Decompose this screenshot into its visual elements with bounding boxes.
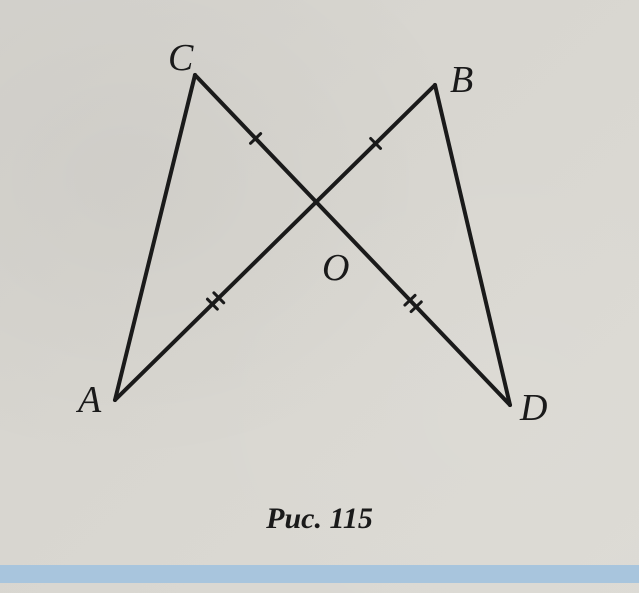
vertex-label-O: O (322, 247, 349, 289)
vertex-label-C: C (168, 37, 194, 79)
page-bottom-band (0, 565, 639, 583)
vertex-label-B: B (450, 59, 473, 101)
vertex-label-D: D (519, 387, 547, 429)
figure-caption: Рис. 115 (0, 502, 639, 536)
vertex-label-A: A (75, 379, 102, 421)
